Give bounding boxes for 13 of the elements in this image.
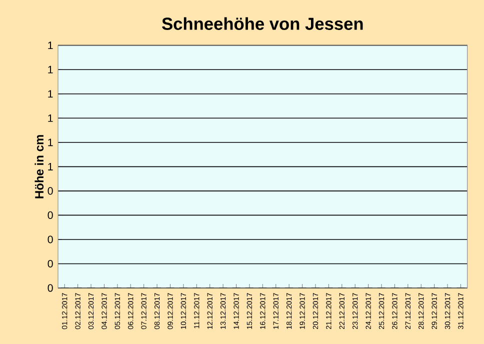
y-tick-label: 1 xyxy=(48,66,53,74)
y-tick-label: 1 xyxy=(48,138,53,146)
y-tick-label: 1 xyxy=(48,114,53,122)
y-tick-label: 1 xyxy=(48,90,53,98)
y-tick-label: 0 xyxy=(48,284,53,292)
chart-title: Schneehöhe von Jessen xyxy=(162,17,363,30)
y-tick-label: 1 xyxy=(48,42,53,50)
y-tick-label: 1 xyxy=(48,163,53,170)
y-tick-label: 0 xyxy=(48,187,53,195)
y-tick-label: 0 xyxy=(48,260,53,268)
y-tick-label: 0 xyxy=(48,236,53,244)
y-tick-label: 0 xyxy=(48,211,53,219)
y-axis-title: Höhe in cm xyxy=(34,135,44,198)
